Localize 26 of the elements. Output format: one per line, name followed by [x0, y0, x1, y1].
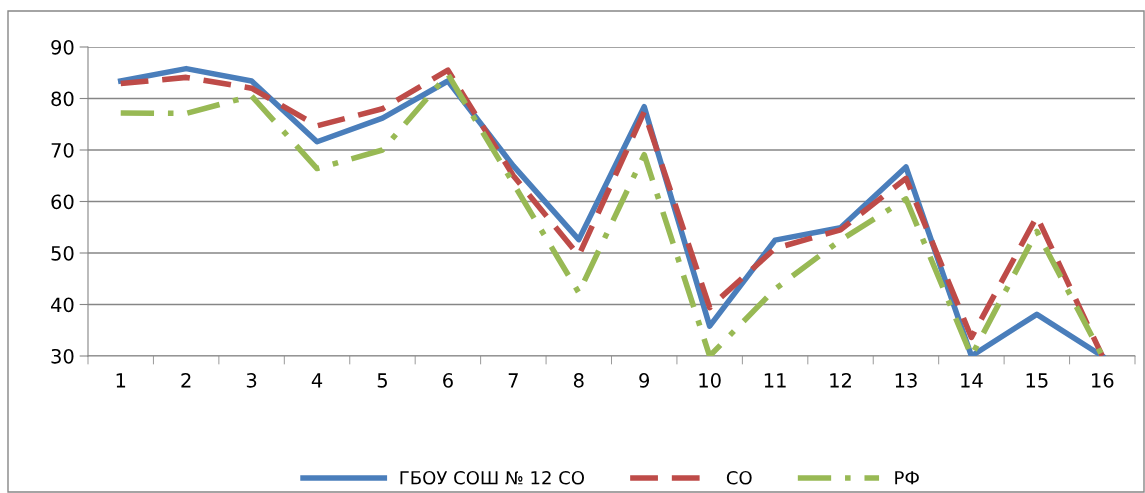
y-tick-label: 90 [51, 39, 74, 55]
y-tick-label: 60 [51, 194, 74, 210]
x-tick-label: 5 [377, 373, 387, 388]
legend-label: РФ [895, 471, 919, 485]
x-tick-label: 11 [764, 373, 786, 388]
x-tick-label: 2 [181, 373, 191, 388]
x-tick-label: 8 [573, 373, 584, 388]
x-tick-label: 13 [895, 373, 917, 388]
x-tick-label: 3 [246, 373, 257, 388]
legend-label: ГБОУ СОШ № 12 СО [400, 470, 585, 485]
x-tick-label: 4 [311, 373, 323, 388]
y-tick-label: 40 [51, 297, 74, 313]
legend-label: СО [726, 470, 752, 485]
x-tick-label: 14 [961, 373, 983, 388]
y-tick-label: 50 [51, 245, 74, 261]
y-tick-label: 30 [51, 348, 74, 364]
x-tick-label: 12 [830, 373, 851, 388]
x-tick-label: 9 [639, 373, 650, 388]
x-tick-label: 6 [443, 373, 453, 388]
y-tick-label: 80 [51, 91, 74, 107]
x-tick-label: 1 [116, 373, 126, 388]
x-tick-label: 16 [1092, 373, 1114, 388]
x-tick-label: 7 [508, 373, 518, 388]
y-tick-label: 70 [51, 142, 74, 158]
x-tick-label: 15 [1026, 373, 1048, 388]
x-tick-label: 10 [699, 373, 721, 388]
